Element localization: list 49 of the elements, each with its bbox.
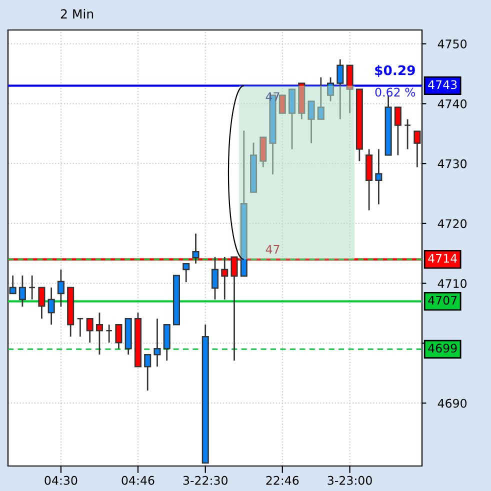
candlestick <box>308 100 315 144</box>
annotation: 47 <box>266 92 280 101</box>
candlestick <box>317 76 324 120</box>
annotation: 47 <box>266 245 280 254</box>
annotation: $0.29 <box>375 65 415 77</box>
candlestick <box>144 354 152 392</box>
y-tick-label: 4710 <box>438 279 467 288</box>
candlestick <box>38 286 46 320</box>
candlestick <box>336 58 344 120</box>
candlestick <box>9 274 16 294</box>
chart-title: 2 Min <box>60 8 94 18</box>
candlestick <box>57 268 64 308</box>
candlestick <box>346 64 354 114</box>
candlestick <box>28 274 36 300</box>
candlestick <box>48 286 55 326</box>
x-tick-label: 3-23:00 <box>328 476 372 485</box>
annotation: 0.62 % <box>375 88 416 97</box>
x-tick-label: 04:30 <box>44 476 78 485</box>
x-tick-label: 22:46 <box>266 476 299 485</box>
candlestick <box>96 312 103 356</box>
candlestick <box>260 136 267 168</box>
candlestick <box>163 324 170 362</box>
y-tick-label: 4690 <box>438 398 467 408</box>
candlestick <box>211 256 219 300</box>
x-tick-label: 3-22:30 <box>183 476 228 485</box>
ref-line-label: 4699 <box>428 344 457 353</box>
ref-line-label: 4707 <box>428 296 457 305</box>
x-tick-label: 04:46 <box>122 476 154 485</box>
candlestick <box>327 76 334 102</box>
candlestick <box>18 274 26 308</box>
y-tick-label: 4720 <box>438 219 467 228</box>
y-tick-label: 4740 <box>438 99 467 108</box>
candlestick <box>86 318 94 344</box>
candlestick <box>182 262 190 283</box>
candlestick <box>375 148 382 205</box>
candlestick <box>288 88 296 150</box>
candlestick <box>394 106 402 156</box>
y-tick-label: 4750 <box>438 40 467 48</box>
candlestick <box>115 324 122 350</box>
candlestick <box>278 94 286 114</box>
y-tick-label: 4730 <box>438 159 467 168</box>
candlestick <box>106 324 113 344</box>
ref-line-label: 4743 <box>428 80 457 90</box>
candlestick <box>192 232 200 264</box>
candlestick <box>414 130 421 168</box>
ref-line-label: 4714 <box>428 254 457 263</box>
candlestick <box>404 118 412 150</box>
candlestick <box>154 318 161 368</box>
candlestick <box>76 318 84 338</box>
